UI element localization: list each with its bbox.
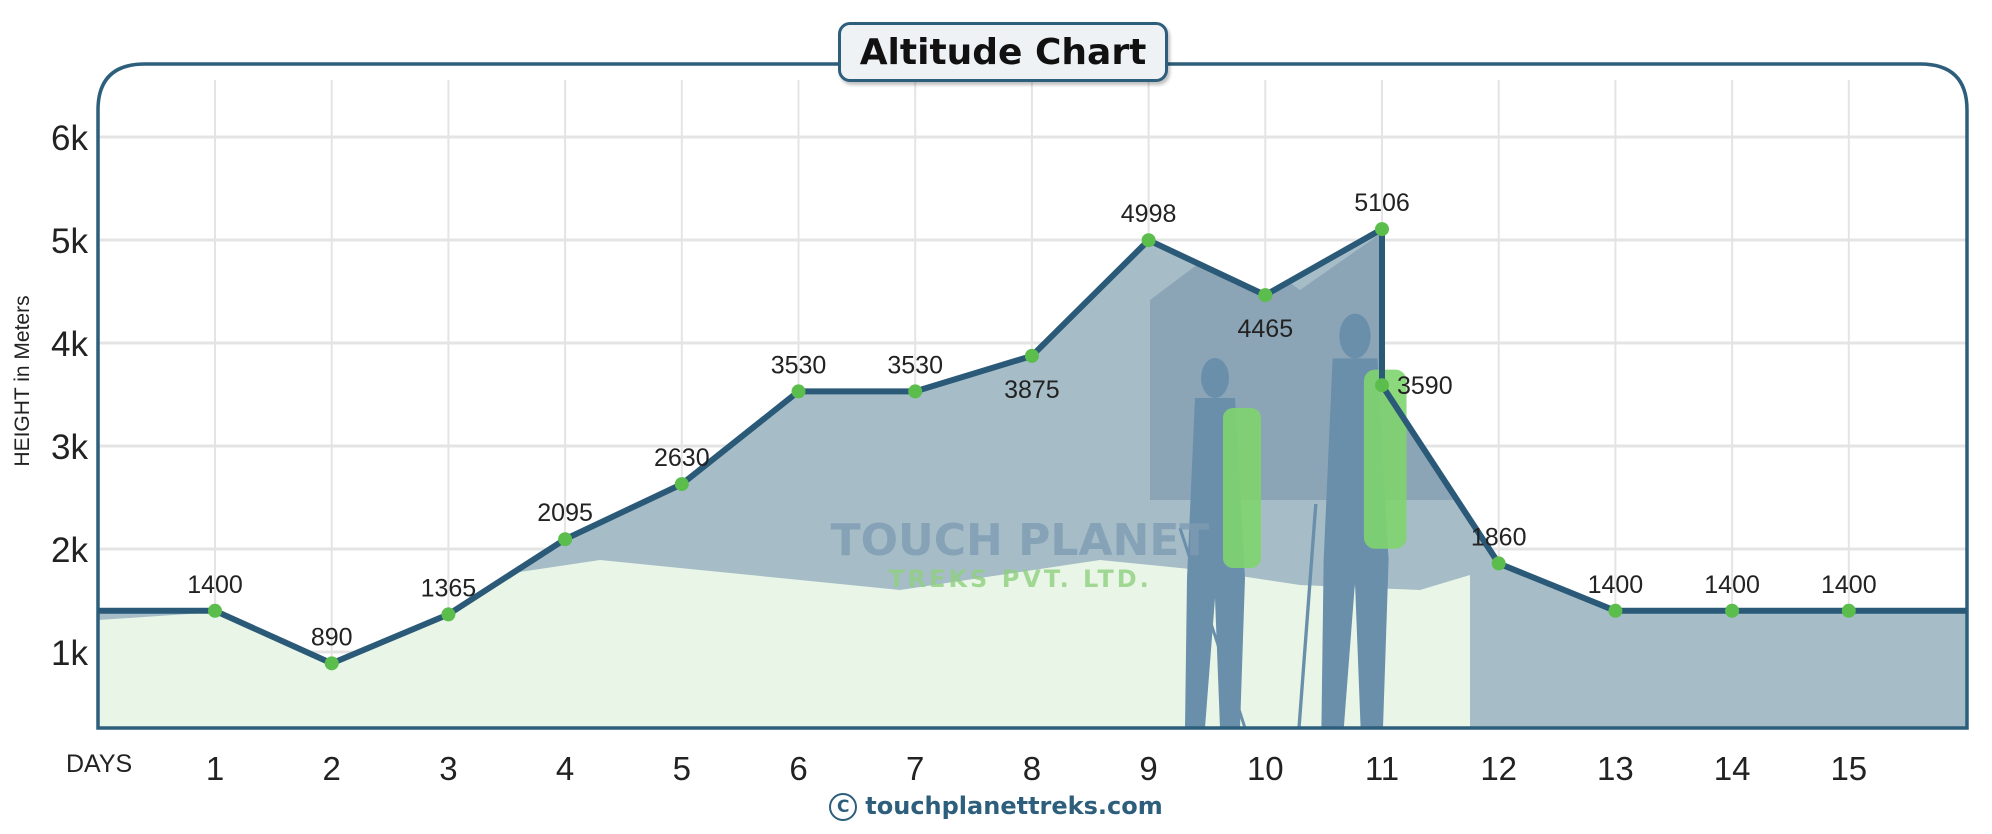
- x-tick-label: 5: [673, 750, 691, 787]
- chart-frame: [96, 62, 1969, 730]
- y-tick-label: 2k: [51, 531, 88, 570]
- chart-title: Altitude Chart: [838, 22, 1168, 82]
- x-tick-label: 6: [789, 750, 807, 787]
- data-point: [1258, 288, 1273, 303]
- data-label: 1365: [421, 574, 477, 602]
- y-tick-label: 1k: [51, 634, 88, 673]
- data-point: [441, 607, 456, 622]
- x-tick-label: 4: [556, 750, 574, 787]
- x-axis-label: DAYS: [66, 750, 133, 778]
- hiker-head: [1339, 313, 1371, 359]
- data-label: 4998: [1121, 200, 1177, 228]
- data-point: [1491, 556, 1506, 571]
- y-tick-label: 5k: [51, 222, 88, 261]
- x-tick-label: 14: [1714, 750, 1751, 787]
- data-label: 1400: [1821, 571, 1877, 599]
- data-point: [674, 477, 689, 492]
- data-label: 2630: [654, 444, 710, 472]
- hiker-head: [1201, 358, 1229, 398]
- y-tick-label: 6k: [51, 119, 88, 158]
- data-label: 3530: [887, 351, 943, 379]
- copyright-icon: C: [829, 793, 858, 821]
- data-point: [908, 384, 923, 399]
- data-point: [1141, 233, 1156, 248]
- x-tick-label: 1: [206, 750, 224, 787]
- data-point: [1375, 222, 1389, 237]
- hiker-icon: [1297, 313, 1407, 729]
- data-label: 1400: [187, 571, 243, 599]
- data-label: 1400: [1704, 571, 1760, 599]
- watermark-text: TOUCH PLANET: [831, 515, 1210, 566]
- x-tick-label: 11: [1365, 750, 1399, 787]
- data-label: 5106: [1354, 189, 1410, 217]
- data-point: [1375, 378, 1389, 393]
- data-point: [791, 384, 806, 399]
- backpack: [1363, 369, 1407, 549]
- data-label: 1860: [1471, 523, 1527, 551]
- trekking-pole: [1178, 527, 1247, 729]
- data-label: 3590: [1397, 372, 1453, 400]
- data-label: 890: [311, 623, 353, 651]
- y-axis-label: HEIGHT in Meters: [11, 295, 34, 467]
- x-tick-label: 15: [1830, 750, 1867, 787]
- series-line: [98, 226, 1967, 667]
- data-point: [1841, 603, 1856, 618]
- watermark-subtext: TREKS PVT. LTD.: [888, 565, 1152, 593]
- data-point: [1024, 348, 1039, 363]
- data-point: [558, 532, 573, 547]
- hiker-icon: [1178, 358, 1261, 729]
- x-tick-label: 10: [1247, 750, 1284, 787]
- x-tick-label: 13: [1597, 750, 1634, 787]
- data-point: [324, 656, 339, 671]
- data-point: [1725, 603, 1740, 618]
- x-tick-label: 8: [1023, 750, 1041, 787]
- data-label: 3875: [1004, 376, 1060, 404]
- data-label: 2095: [537, 499, 593, 527]
- data-label: 4465: [1237, 315, 1293, 343]
- y-tick-label: 3k: [51, 428, 88, 467]
- x-tick-label: 12: [1480, 750, 1517, 787]
- trekking-pole: [1297, 503, 1318, 729]
- data-point: [208, 603, 222, 618]
- x-tick-label: 2: [323, 750, 341, 787]
- backpack: [1223, 408, 1261, 568]
- data-label: 3530: [771, 351, 827, 379]
- x-tick-label: 3: [439, 750, 457, 787]
- footer-link[interactable]: touchplanettreks.com: [865, 792, 1163, 820]
- x-tick-label: 7: [906, 750, 924, 787]
- data-point: [1608, 603, 1623, 618]
- x-tick-label: 9: [1139, 750, 1157, 787]
- y-tick-label: 4k: [51, 325, 88, 364]
- data-label: 1400: [1588, 571, 1644, 599]
